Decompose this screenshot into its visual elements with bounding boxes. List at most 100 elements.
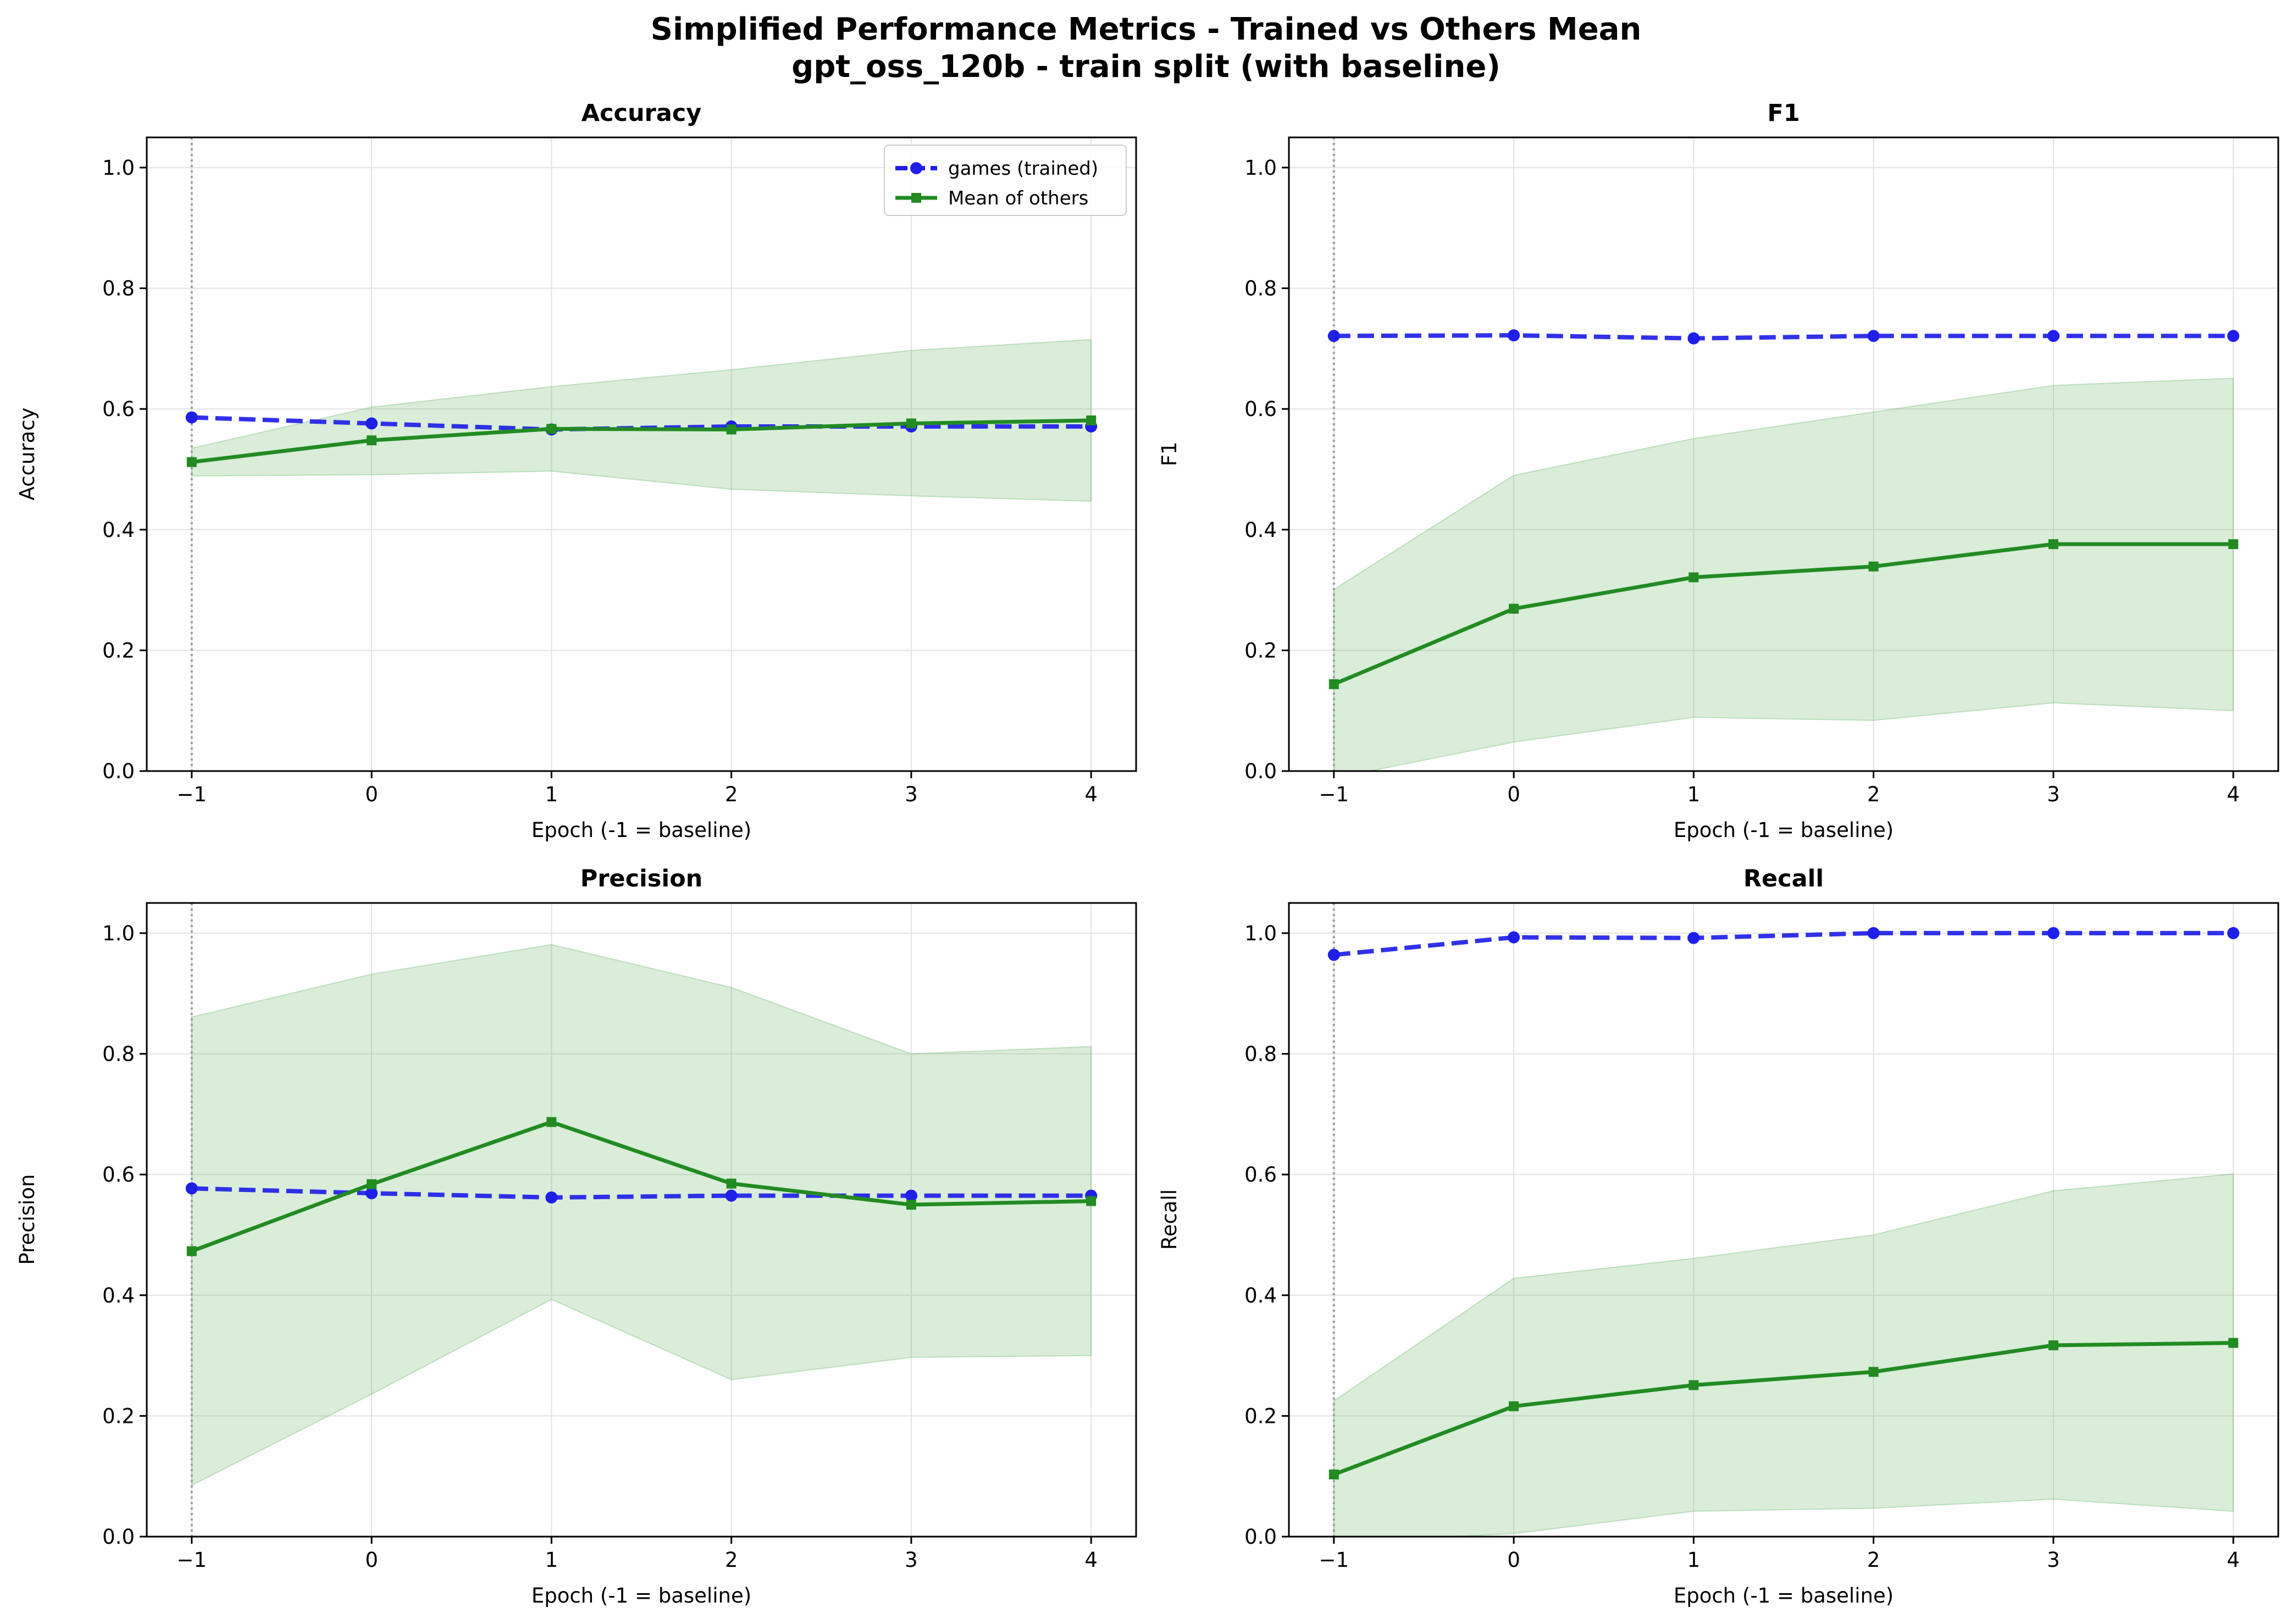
- trained-series-point: [2047, 330, 2060, 342]
- y-tick-label: 0.2: [102, 639, 135, 662]
- others-series-point: [1086, 1196, 1097, 1206]
- others-series-point: [1086, 415, 1097, 426]
- y-tick-label: 0.6: [1244, 397, 1277, 421]
- legend-others-marker: [911, 193, 921, 203]
- x-axis-label: Epoch (-1 = baseline): [532, 818, 751, 842]
- trained-series-point: [725, 1189, 738, 1202]
- x-tick-label: −1: [177, 783, 207, 806]
- y-tick-label: 0.4: [102, 1284, 135, 1307]
- plot-area: [147, 137, 1136, 771]
- subplot-f1: F1 Epoch (-1 = baseline) F1 −1 0 1 2 3 4 0.0 0.…: [1158, 99, 2279, 842]
- trained-series-point: [1327, 949, 1340, 961]
- trained-series-point: [1687, 332, 1700, 345]
- trained-series-point: [185, 1182, 198, 1195]
- others-series-point: [2048, 1340, 2058, 1350]
- others-series-point: [2048, 539, 2058, 550]
- x-tick-label: 2: [725, 783, 738, 806]
- subplot-title: Recall: [1743, 865, 1824, 893]
- x-tick-label: 2: [1867, 1548, 1880, 1572]
- trained-series-point: [366, 1187, 378, 1200]
- subplot-title: F1: [1767, 99, 1800, 127]
- x-tick-label: 3: [2047, 783, 2060, 806]
- others-std-band: [191, 339, 1092, 502]
- trained-series-point: [366, 417, 378, 430]
- y-tick-label: 0.2: [1244, 639, 1277, 662]
- others-series-line: [191, 418, 1092, 464]
- y-tick-label: 0.0: [1244, 1525, 1277, 1549]
- others-series-point: [1868, 1367, 1879, 1377]
- figure-title-line2: gpt_oss_120b - train split (with baselin…: [791, 49, 1501, 85]
- trained-series-line: [1333, 930, 2234, 957]
- trained-series-line: [1333, 333, 2234, 341]
- trained-series-point: [905, 1189, 917, 1202]
- x-tick-label: 0: [1507, 783, 1520, 806]
- x-tick-label: 0: [1507, 1548, 1520, 1572]
- x-tick-label: 4: [1084, 1548, 1098, 1572]
- x-axis-label: Epoch (-1 = baseline): [1674, 818, 1894, 842]
- x-tick-label: 1: [1687, 783, 1701, 806]
- x-tick-label: 2: [1867, 783, 1880, 806]
- y-tick-label: 1.0: [1244, 156, 1277, 180]
- trained-series-point: [1867, 927, 1880, 939]
- y-tick-label: 0.4: [102, 518, 135, 542]
- legend-box: [884, 145, 1127, 216]
- trained-series-line: [191, 1186, 1092, 1200]
- y-tick-label: 1.0: [102, 156, 135, 180]
- x-axis-label: Epoch (-1 = baseline): [1674, 1584, 1894, 1608]
- x-tick-label: 4: [1084, 783, 1098, 806]
- y-axis-label: F1: [1158, 442, 1181, 467]
- trained-series-point: [2227, 927, 2240, 939]
- subplot-accuracy: Accuracy Epoch (-1 = baseline) Accuracy …: [15, 99, 1137, 842]
- trained-series-point: [1508, 329, 1520, 342]
- plot-frame: [1288, 136, 2279, 772]
- others-series-line: [1333, 1341, 2234, 1477]
- y-tick-label: 0.0: [1244, 760, 1277, 783]
- x-tick-label: −1: [1319, 783, 1349, 806]
- y-tick-label: 0.2: [102, 1404, 135, 1428]
- others-std-band: [1333, 1173, 2234, 1537]
- others-series-point: [546, 424, 557, 434]
- y-tick-label: 1.0: [102, 922, 135, 945]
- others-series-point: [1509, 1401, 1519, 1411]
- x-tick-label: 2: [725, 1548, 738, 1572]
- legend-others-label: Mean of others: [948, 187, 1088, 209]
- trained-series-point: [1508, 931, 1520, 944]
- others-series-point: [726, 1178, 737, 1189]
- others-series-point: [2228, 1338, 2239, 1348]
- trained-series-point: [2227, 330, 2240, 342]
- y-axis-label: Recall: [1158, 1189, 1181, 1250]
- x-tick-label: 4: [2227, 1548, 2240, 1572]
- x-tick-label: 4: [2227, 783, 2240, 806]
- legend-trained-marker: [910, 162, 922, 174]
- x-tick-label: 3: [2047, 1548, 2060, 1572]
- plot-frame: [1288, 902, 2279, 1538]
- y-tick-label: 0.2: [1244, 1404, 1277, 1428]
- y-tick-label: 0.8: [102, 277, 135, 301]
- x-tick-label: 1: [545, 783, 558, 806]
- figure-title-line1: Simplified Performance Metrics - Trained…: [651, 12, 1642, 47]
- y-tick-label: 0.0: [102, 1525, 135, 1549]
- trained-series-point: [545, 1191, 558, 1204]
- y-tick-label: 0.8: [1244, 277, 1277, 301]
- others-series-point: [906, 1200, 916, 1210]
- y-tick-label: 1.0: [1244, 922, 1277, 945]
- x-tick-label: −1: [177, 1548, 207, 1572]
- y-axis-label: Accuracy: [15, 408, 39, 501]
- others-series-point: [546, 1117, 557, 1127]
- plot-frame: [146, 902, 1137, 1538]
- y-tick-label: 0.6: [1244, 1163, 1277, 1187]
- others-series-point: [186, 457, 197, 467]
- others-series-line: [191, 1119, 1092, 1253]
- subplot-precision: Precision Epoch (-1 = baseline) Precisio…: [15, 865, 1137, 1608]
- others-series-point: [367, 435, 377, 446]
- plot-area: [1289, 137, 2278, 771]
- trained-series-point: [1687, 932, 1700, 944]
- others-series-point: [2228, 539, 2239, 550]
- y-tick-label: 0.6: [102, 1163, 135, 1187]
- others-series-point: [1328, 1469, 1339, 1479]
- x-tick-label: 1: [1687, 1548, 1701, 1572]
- y-axis-label: Precision: [15, 1174, 39, 1265]
- x-tick-label: 3: [905, 783, 918, 806]
- trained-series-point: [1867, 330, 1880, 342]
